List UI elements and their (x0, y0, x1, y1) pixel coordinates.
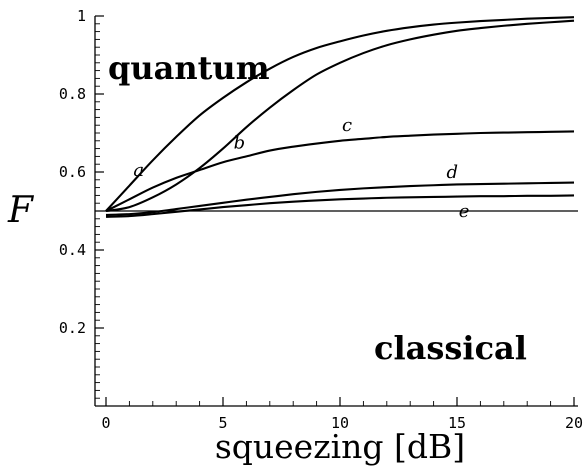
x-axis-label: squeezing [dB] (215, 427, 465, 466)
y-tick-label: 0.2 (59, 319, 86, 337)
curve-label-d: d (447, 162, 459, 183)
annotation-classical: classical (374, 329, 527, 367)
x-tick-label: 10 (331, 414, 349, 432)
curve-d (105, 181, 575, 216)
curve-label-c: c (342, 115, 352, 136)
curve-c (105, 130, 575, 212)
labels: a b c de (133, 115, 469, 222)
curve-b (105, 19, 575, 213)
y-tick-label: 0.6 (59, 163, 86, 181)
curve-e (105, 194, 575, 218)
curve-label-e: e (459, 201, 470, 222)
y-tick-label: 0.4 (59, 241, 86, 259)
y-axis-label: F (7, 190, 35, 231)
curves (105, 16, 575, 218)
annotation-quantum: quantum (108, 49, 270, 87)
x-tick-label: 20 (565, 414, 583, 432)
y-tick-label: 1 (77, 7, 86, 25)
y-tick-label: 0.8 (59, 85, 86, 103)
ticks: 0 5 10 15 20 0.2 0.4 0.6 0.8 1 (59, 7, 583, 432)
curve-a (105, 16, 575, 212)
x-tick-label: 0 (101, 414, 110, 432)
curve-label-b: b (234, 133, 246, 154)
x-tick-label: 15 (448, 414, 466, 432)
curve-label-a: a (133, 160, 144, 181)
x-tick-label: 5 (218, 414, 227, 432)
